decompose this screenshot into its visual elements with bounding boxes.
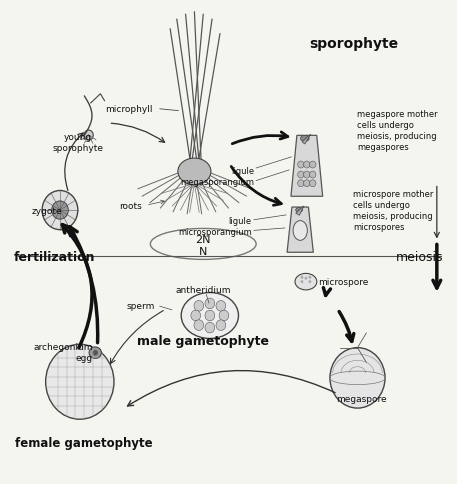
Ellipse shape (298, 172, 304, 179)
Text: young
sporophyte: young sporophyte (52, 133, 103, 153)
Ellipse shape (205, 323, 215, 333)
Ellipse shape (303, 181, 310, 187)
Ellipse shape (216, 301, 226, 312)
Ellipse shape (42, 191, 78, 230)
Polygon shape (302, 135, 311, 145)
Ellipse shape (194, 320, 204, 331)
Text: N: N (199, 247, 207, 257)
Text: fertilization: fertilization (14, 250, 95, 263)
Text: 2N: 2N (196, 234, 211, 244)
Ellipse shape (303, 162, 310, 168)
Ellipse shape (298, 181, 304, 187)
Text: sperm: sperm (127, 301, 155, 310)
Ellipse shape (93, 350, 98, 356)
Text: male gametophyte: male gametophyte (137, 334, 269, 348)
Text: microspore: microspore (318, 277, 368, 286)
Ellipse shape (52, 201, 68, 220)
Ellipse shape (298, 162, 304, 168)
Ellipse shape (304, 277, 307, 280)
Ellipse shape (330, 348, 385, 408)
Ellipse shape (194, 301, 204, 312)
Ellipse shape (301, 281, 303, 284)
Ellipse shape (216, 320, 226, 331)
Text: archegonium
egg: archegonium egg (33, 342, 93, 362)
Ellipse shape (295, 274, 317, 290)
Ellipse shape (308, 276, 311, 279)
Text: microphyll: microphyll (105, 105, 153, 114)
Ellipse shape (293, 221, 307, 241)
Ellipse shape (303, 172, 310, 179)
Ellipse shape (309, 162, 316, 168)
Ellipse shape (219, 311, 229, 321)
Ellipse shape (89, 347, 101, 359)
Text: female gametophyte: female gametophyte (16, 436, 153, 449)
Text: zygote: zygote (32, 206, 62, 215)
Text: microspore mother
cells undergo
meiosis, producing
microspores: microspore mother cells undergo meiosis,… (353, 190, 434, 232)
Text: megaspore: megaspore (337, 394, 387, 403)
Ellipse shape (309, 172, 316, 179)
Ellipse shape (181, 293, 239, 339)
Ellipse shape (205, 311, 215, 321)
Text: roots: roots (119, 201, 142, 210)
Text: ligule
megasporangium: ligule megasporangium (180, 166, 254, 186)
Text: megaspore mother
cells undergo
meiosis, producing
megaspores: megaspore mother cells undergo meiosis, … (357, 110, 438, 152)
Ellipse shape (178, 159, 211, 185)
Polygon shape (291, 136, 323, 197)
Ellipse shape (84, 131, 93, 141)
Ellipse shape (205, 299, 215, 309)
Ellipse shape (301, 276, 303, 279)
Polygon shape (296, 206, 304, 216)
Ellipse shape (309, 181, 316, 187)
Polygon shape (287, 208, 314, 253)
Text: ligule
microsporangium: ligule microsporangium (178, 216, 252, 237)
Ellipse shape (296, 208, 303, 213)
Text: antheridium: antheridium (175, 286, 231, 295)
Ellipse shape (308, 281, 311, 284)
Ellipse shape (46, 345, 114, 419)
Ellipse shape (300, 136, 309, 142)
Text: sporophyte: sporophyte (309, 37, 398, 51)
Ellipse shape (191, 311, 201, 321)
Text: meiosis: meiosis (396, 250, 443, 263)
